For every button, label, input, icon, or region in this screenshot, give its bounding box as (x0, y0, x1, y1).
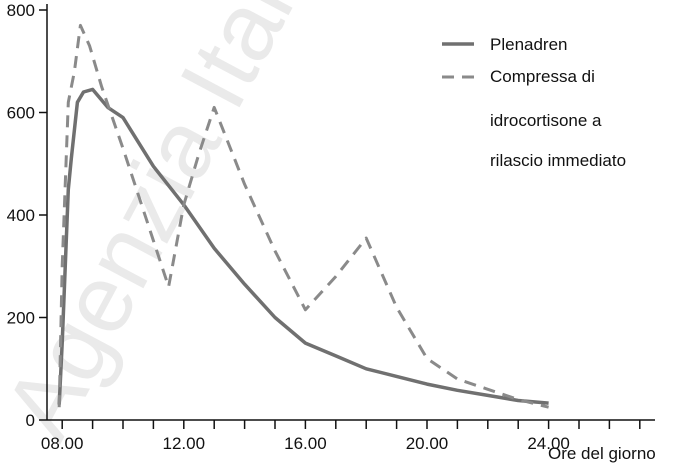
series-line-plenadren (57, 87, 549, 405)
y-tick-label: 200 (7, 309, 35, 328)
x-axis-ticks: 08.00 12.00 16.00 20.00 24.00 (41, 420, 641, 453)
legend-entry-compressa-line3: rilascio immediato (490, 151, 626, 170)
y-tick-label: 800 (7, 1, 35, 20)
x-axis-label: Ore del giorno (548, 444, 656, 463)
series-line-compressa (57, 23, 549, 409)
legend-entry-plenadren: Plenadren (490, 35, 568, 54)
y-tick-label: 400 (7, 206, 35, 225)
legend-entry-compressa-line1: Compressa di (490, 67, 595, 86)
x-tick-label: 24.00 (527, 434, 570, 453)
y-tick-label: 600 (7, 104, 35, 123)
series-group (57, 23, 549, 409)
x-tick-label: 16.00 (284, 434, 327, 453)
y-tick-label: 0 (26, 411, 35, 430)
x-tick-label: 12.00 (163, 434, 206, 453)
x-tick-label: 20.00 (406, 434, 449, 453)
y-axis-ticks: 0 200 400 600 800 (7, 1, 47, 430)
legend-entry-compressa-line2: idrocortisone a (490, 111, 602, 130)
legend: Plenadren Compressa di idrocortisone a r… (442, 35, 626, 170)
x-tick-label: 08.00 (41, 434, 84, 453)
